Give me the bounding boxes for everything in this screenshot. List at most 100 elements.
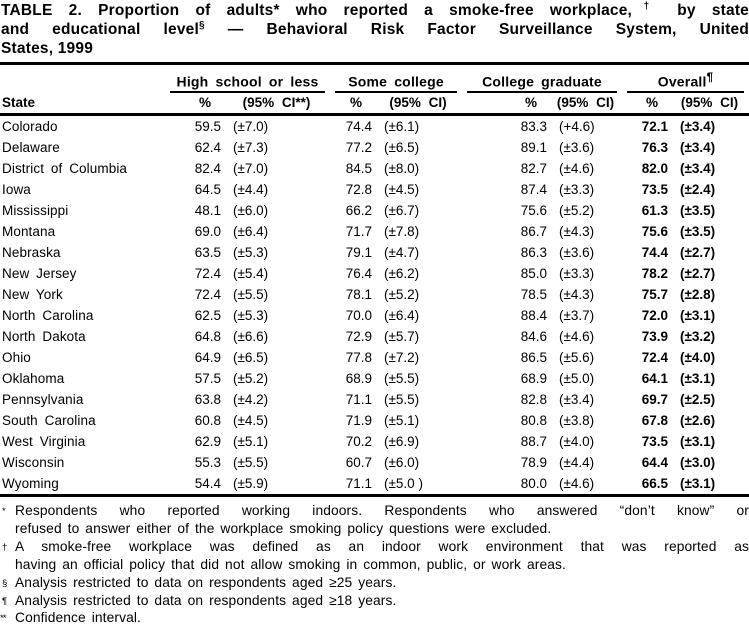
percent-value: 75.7 <box>641 287 669 303</box>
percent-value: 72.0 <box>641 308 669 324</box>
percent-value: 67.8 <box>641 413 669 429</box>
percent-value: 83.3 <box>520 119 548 135</box>
table-row: New York 72.4 (±5.5) 78.1 (±5.2) 78.5 (±4.3) 75… <box>0 284 749 305</box>
ci-header: (95% CI) <box>374 93 463 117</box>
footnote: § Analysis restricted to data on responde… <box>0 574 749 592</box>
title-text: States, 1999 <box>1 39 94 57</box>
ci-value: (±5.2) <box>233 371 269 387</box>
ci-value: (±6.5) <box>233 350 269 366</box>
ci-value: (±3.6) <box>559 245 595 261</box>
title-text: and educational level <box>1 20 200 38</box>
title-text: TABLE 2. Proportion of adults* who repor… <box>1 2 633 19</box>
ci-value: (±3.4) <box>680 119 716 135</box>
ci-value: (±5.6) <box>559 350 595 366</box>
table-row: Delaware 62.4 (±7.3) 77.2 (±6.5) 89.1 (±3.6) 76… <box>0 137 749 158</box>
column-group-high-school: High school or less <box>165 62 331 94</box>
percent-value: 78.9 <box>520 455 548 471</box>
table-row: District of Columbia 82.4 (±7.0) 84.5 (±8.0)… <box>0 158 749 179</box>
footnote: ** Confidence interval. <box>0 609 749 627</box>
ci-value: (±4.5) <box>233 413 269 429</box>
percent-value: 82.4 <box>194 161 221 177</box>
state-name: Delaware <box>2 140 60 156</box>
ci-value: (±2.5) <box>680 392 716 408</box>
ci-value: (±5.2) <box>559 203 595 219</box>
ci-value: (±2.4) <box>680 182 716 198</box>
percent-value: 82.8 <box>520 392 548 408</box>
column-group-college-graduate: College graduate <box>462 62 623 94</box>
percent-value: 86.3 <box>520 245 548 261</box>
ci-value: (±3.4) <box>559 392 595 408</box>
percent-value: 78.5 <box>520 287 548 303</box>
table-title: TABLE 2. Proportion of adults* who repor… <box>0 0 749 58</box>
percent-value: 82.7 <box>520 161 548 177</box>
percent-value: 74.4 <box>641 245 669 261</box>
ci-value: (±6.0) <box>384 455 420 471</box>
percent-value: 72.4 <box>641 350 669 366</box>
ci-value: (±5.5) <box>384 371 420 387</box>
ci-value: (±4.0) <box>680 350 716 366</box>
ci-value: (±3.3) <box>559 182 595 198</box>
percent-value: 59.5 <box>194 119 221 135</box>
ci-value: (±3.1) <box>680 434 716 450</box>
ci-value: (±4.2) <box>233 392 269 408</box>
percent-value: 73.9 <box>641 329 669 345</box>
percent-value: 72.9 <box>345 329 373 345</box>
state-name: Nebraska <box>2 245 61 261</box>
percent-value: 71.1 <box>345 392 373 408</box>
percent-value: 68.9 <box>520 371 548 387</box>
ci-value: (±5.4) <box>233 266 269 282</box>
percent-value: 68.9 <box>345 371 373 387</box>
state-name: Ohio <box>2 350 31 366</box>
percent-value: 62.5 <box>194 308 221 324</box>
percent-value: 78.1 <box>345 287 373 303</box>
footnote-line: Analysis restricted to data on responden… <box>15 574 397 590</box>
percent-value: 88.7 <box>520 434 548 450</box>
ci-value: (±6.9) <box>384 434 420 450</box>
footnote: * Respondents who reported working indoor… <box>0 502 749 538</box>
state-name: North Carolina <box>2 308 94 324</box>
ci-value: (±7.3) <box>233 140 269 156</box>
ci-value: (±4.6) <box>559 161 595 177</box>
pilcrow-superscript: ¶ <box>706 71 714 85</box>
dagger-superscript: † <box>632 0 662 12</box>
ci-value: (±7.8) <box>384 224 420 240</box>
ci-header: (95% CI) <box>670 93 749 117</box>
percent-value: 63.5 <box>194 245 221 261</box>
ci-value: (±4.4) <box>233 182 269 198</box>
percent-value: 87.4 <box>520 182 548 198</box>
ci-value: (±3.5) <box>680 203 716 219</box>
ci-value: (±6.5) <box>384 140 420 156</box>
ci-value: (±4.7) <box>384 245 420 261</box>
ci-value: (±3.2) <box>680 329 716 345</box>
footnote-line: Respondents who reported working indoors… <box>15 503 749 519</box>
ci-value: (±6.2) <box>384 266 420 282</box>
percent-value: 86.7 <box>520 224 548 240</box>
percent-value: 70.0 <box>345 308 373 324</box>
ci-value: (±5.9) <box>223 473 331 498</box>
percent-value: 64.4 <box>641 455 669 471</box>
footnote-marker: § <box>2 577 8 589</box>
ci-value: (±6.1) <box>384 119 420 135</box>
percent-value: 76.4 <box>345 266 373 282</box>
footnote-marker: * <box>2 506 6 518</box>
column-group-overall: Overall¶ <box>622 62 749 94</box>
percent-header: % <box>622 93 671 117</box>
title-text: by state <box>661 2 749 19</box>
table-row: North Dakota 64.8 (±6.6) 72.9 (±5.7) 84.6 (±4.… <box>0 326 749 347</box>
state-name: District of Columbia <box>2 161 128 177</box>
state-name: West Virginia <box>2 434 86 450</box>
ci-value: (±5.5) <box>233 455 269 471</box>
title-text: — Behavioral Risk Factor Surveillance Sy… <box>204 20 749 38</box>
group-label: College graduate <box>482 74 602 91</box>
percent-header: % <box>165 93 223 117</box>
percent-value: 55.3 <box>194 455 221 471</box>
ci-header: (95% CI) <box>549 93 623 117</box>
percent-value: 80.0 <box>462 473 550 498</box>
state-column-header: State <box>0 62 165 117</box>
ci-value: (+4.6) <box>559 119 595 135</box>
percent-value: 89.1 <box>520 140 548 156</box>
percent-value: 72.4 <box>194 266 221 282</box>
state-name: Wyoming <box>0 473 165 498</box>
state-name: Colorado <box>2 119 58 135</box>
percent-value: 71.1 <box>330 473 375 498</box>
